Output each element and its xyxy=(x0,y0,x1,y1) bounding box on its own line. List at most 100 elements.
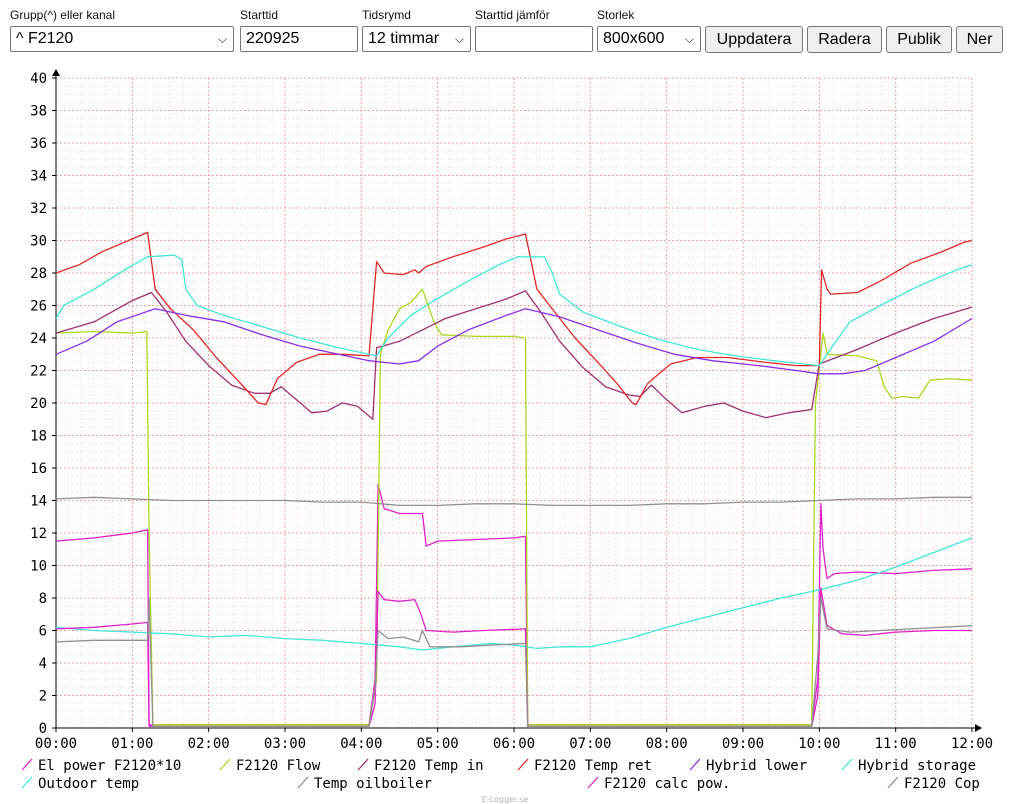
toolbar: Grupp(^) eller kanal ^ F2120 ⌵ Starttid … xyxy=(0,0,1020,60)
series-line-f2120-temp-in xyxy=(55,290,973,420)
start-input[interactable]: 220925 xyxy=(240,26,358,52)
start-field: Starttid 220925 xyxy=(240,6,358,52)
series-line-el-power-f2120-10 xyxy=(55,483,973,726)
span-select[interactable]: 12 timmar ⌵ xyxy=(362,26,471,52)
compare-label: Starttid jämför xyxy=(475,8,550,22)
x-tick-label: 00:00 xyxy=(35,736,77,752)
y-tick-label: 32 xyxy=(30,201,47,217)
y-tick-label: 24 xyxy=(30,331,47,347)
update-button[interactable]: Uppdatera xyxy=(705,26,803,53)
x-tick-label: 04:00 xyxy=(340,736,382,752)
x-tick-label: 02:00 xyxy=(188,736,230,752)
size-value: 800x600 xyxy=(603,30,665,47)
legend-label: Outdoor temp xyxy=(38,776,139,792)
y-tick-label: 4 xyxy=(39,656,47,672)
legend-swatch xyxy=(587,776,599,789)
y-tick-label: 14 xyxy=(30,494,47,510)
x-axis-ticks: 00:00 01:00 02:00 03:00 04:00 05:00 06:00 07:00… xyxy=(35,728,993,752)
x-tick-label: 11:00 xyxy=(875,736,917,752)
series-line-outdoor-temp xyxy=(55,537,973,651)
x-tick-label: 05:00 xyxy=(417,736,459,752)
legend: El power F2120*10 F2120 Flow F2120 Temp in… xyxy=(21,758,980,792)
span-value: 12 timmar xyxy=(368,30,440,47)
series-line-f2120-temp-ret xyxy=(55,231,973,406)
series-line-hybrid-lower xyxy=(55,308,973,375)
series-lines xyxy=(55,231,973,728)
legend-label: F2120 calc pow. xyxy=(604,776,730,792)
y-tick-label: 0 xyxy=(39,721,47,737)
x-tick-label: 01:00 xyxy=(111,736,153,752)
compare-input[interactable] xyxy=(475,26,593,52)
x-tick-label: 06:00 xyxy=(493,736,535,752)
y-axis-arrow-icon xyxy=(52,69,60,76)
delete-button[interactable]: Radera xyxy=(807,26,882,53)
group-label: Grupp(^) eller kanal xyxy=(10,8,116,22)
legend-swatch xyxy=(21,776,33,789)
size-select[interactable]: 800x600 ⌵ xyxy=(597,26,701,52)
x-tick-label: 08:00 xyxy=(646,736,688,752)
y-tick-label: 16 xyxy=(30,461,47,477)
legend-label: F2120 Temp in xyxy=(374,758,484,774)
y-tick-label: 6 xyxy=(39,624,47,640)
span-field: Tidsrymd 12 timmar ⌵ xyxy=(362,6,471,52)
start-value: 220925 xyxy=(246,30,300,47)
legend-label: Temp oilboiler xyxy=(314,776,432,792)
x-tick-label: 07:00 xyxy=(569,736,611,752)
y-tick-label: 36 xyxy=(30,136,47,152)
group-value: ^ F2120 xyxy=(16,30,74,47)
chevron-down-icon: ⌵ xyxy=(217,32,227,46)
y-tick-label: 10 xyxy=(30,559,47,575)
legend-swatch xyxy=(219,758,231,771)
size-label: Storlek xyxy=(597,8,635,22)
y-tick-label: 18 xyxy=(30,429,47,445)
publish-button[interactable]: Publik xyxy=(886,26,952,53)
legend-swatch xyxy=(517,758,529,771)
legend-label: Hybrid storage xyxy=(858,758,976,774)
y-tick-label: 8 xyxy=(39,591,47,607)
x-tick-label: 12:00 xyxy=(951,736,993,752)
legend-label: El power F2120*10 xyxy=(38,758,181,774)
axes xyxy=(52,69,982,732)
y-tick-label: 2 xyxy=(39,689,47,705)
down-button[interactable]: Ner xyxy=(956,26,1003,53)
y-tick-label: 28 xyxy=(30,266,47,282)
x-axis-arrow-icon xyxy=(975,724,982,732)
series-line-f2120-calc-pow xyxy=(55,587,972,728)
legend-label: F2120 Temp ret xyxy=(534,758,652,774)
group-select[interactable]: ^ F2120 ⌵ xyxy=(10,26,234,52)
compare-field: Starttid jämför xyxy=(475,6,593,52)
legend-label: F2120 Cop xyxy=(904,776,980,792)
y-tick-label: 20 xyxy=(30,396,47,412)
chevron-down-icon: ⌵ xyxy=(684,32,694,46)
footer-credit: E-Logger.se xyxy=(482,795,528,804)
legend-swatch xyxy=(841,758,853,771)
legend-swatch xyxy=(689,758,701,771)
y-tick-label: 12 xyxy=(30,526,47,542)
series-line-temp-oilboiler xyxy=(55,496,972,507)
chevron-down-icon: ⌵ xyxy=(454,32,464,46)
series-line-f2120-cop xyxy=(55,597,973,728)
legend-swatch xyxy=(297,776,309,789)
legend-label: F2120 Flow xyxy=(236,758,321,774)
x-tick-label: 03:00 xyxy=(264,736,306,752)
start-label: Starttid xyxy=(240,8,279,22)
group-field: Grupp(^) eller kanal ^ F2120 ⌵ xyxy=(10,6,234,52)
legend-swatch xyxy=(887,776,899,789)
y-tick-label: 30 xyxy=(30,234,47,250)
legend-swatch xyxy=(21,758,33,771)
y-tick-label: 38 xyxy=(30,104,47,120)
y-tick-label: 40 xyxy=(30,71,47,87)
legend-label: Hybrid lower xyxy=(706,758,807,774)
size-field: Storlek 800x600 ⌵ xyxy=(597,6,701,52)
x-tick-label: 10:00 xyxy=(798,736,840,752)
grid xyxy=(55,77,973,729)
x-tick-label: 09:00 xyxy=(722,736,764,752)
y-tick-label: 22 xyxy=(30,364,47,380)
series-line-hybrid-storage xyxy=(55,254,973,367)
span-label: Tidsrymd xyxy=(362,8,411,22)
series-line-f2120-flow xyxy=(55,288,973,726)
legend-swatch xyxy=(357,758,369,771)
y-tick-label: 26 xyxy=(30,299,47,315)
